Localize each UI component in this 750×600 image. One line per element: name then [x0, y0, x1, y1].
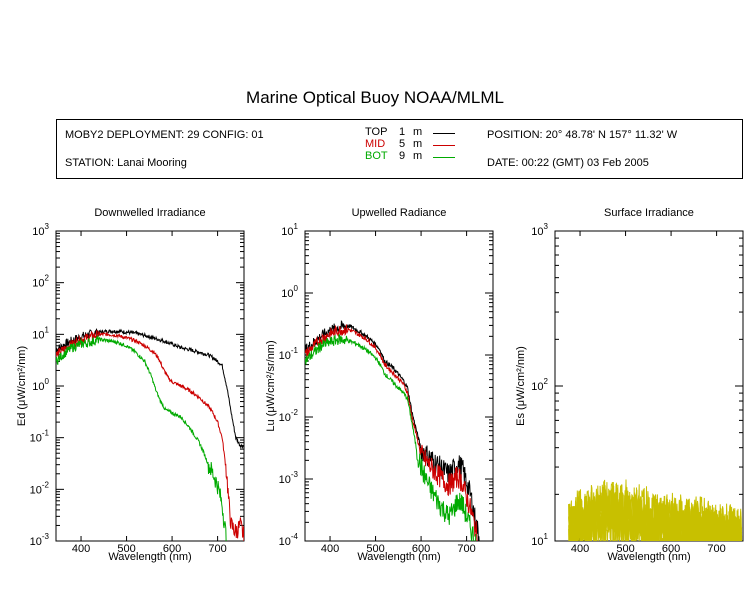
x-tick-label: 600 [662, 543, 680, 555]
x-tick-label: 500 [366, 543, 384, 555]
station-label: STATION: Lanai Mooring [65, 157, 187, 169]
chart-title: Surface Irradiance [604, 207, 694, 219]
y-axis-label: Es (μW/cm²/nm) [515, 346, 527, 426]
x-axis-label: Wavelength (nm) [357, 551, 440, 563]
y-tick-label: 101 [32, 325, 49, 341]
series-line-top [56, 328, 244, 450]
legend-mid-line [433, 145, 455, 146]
x-tick-label: 500 [117, 543, 135, 555]
chart-title: Downwelled Irradiance [94, 207, 205, 219]
y-tick-label: 10-1 [30, 429, 50, 445]
y-tick-label: 103 [531, 222, 548, 238]
y-tick-label: 10-3 [30, 532, 50, 548]
series-line-top [305, 320, 480, 541]
series-line-mid [305, 324, 478, 541]
y-axis-label: Ed (μW/cm²/nm) [16, 346, 28, 426]
y-tick-label: 100 [281, 284, 298, 300]
x-axis-label: Wavelength (nm) [607, 551, 690, 563]
legend-bot-depth: 9 [399, 150, 406, 162]
series-line-mid [56, 329, 244, 541]
legend-bot-unit: m [413, 150, 423, 162]
x-tick-label: 700 [707, 543, 725, 555]
chart-panel-0: Downwelled Irradiance Wavelength (nm) Ed (… [16, 207, 245, 563]
x-tick-label: 700 [208, 543, 226, 555]
deployment-label: MOBY2 DEPLOYMENT: 29 CONFIG: 01 [65, 129, 264, 141]
x-tick-label: 600 [412, 543, 430, 555]
x-tick-label: 500 [616, 543, 634, 555]
legend-mid-unit: m [413, 138, 423, 150]
legend-top-name: TOP [365, 126, 388, 138]
legend-top-depth: 1 [399, 126, 406, 138]
x-tick-label: 600 [163, 543, 181, 555]
y-tick-label: 10-4 [279, 532, 299, 548]
y-tick-label: 10-1 [279, 346, 299, 362]
plot-frame [304, 230, 494, 542]
y-tick-label: 103 [32, 222, 49, 238]
x-tick-label: 700 [457, 543, 475, 555]
chart-title: Upwelled Radiance [352, 207, 447, 219]
y-tick-label: 102 [531, 377, 548, 393]
position-label: POSITION: 20° 48.78' N 157° 11.32' W [487, 129, 678, 141]
x-tick-label: 400 [321, 543, 339, 555]
legend-bot-line [433, 157, 455, 158]
page-title: Marine Optical Buoy NOAA/MLML [246, 88, 504, 107]
y-axis-label: Lu (μW/cm²/sr/nm) [265, 340, 277, 431]
plot-frame [55, 230, 245, 542]
series-line-bot [305, 333, 477, 541]
y-tick-label: 10-2 [279, 408, 299, 424]
x-axis-label: Wavelength (nm) [108, 551, 191, 563]
y-tick-label: 101 [531, 532, 548, 548]
date-label: DATE: 00:22 (GMT) 03 Feb 2005 [487, 157, 649, 169]
y-tick-label: 10-2 [30, 480, 50, 496]
chart-panel-2: Surface Irradiance Wavelength (nm) Es (μW/… [515, 207, 744, 563]
plot-frame [554, 230, 744, 542]
x-tick-label: 400 [72, 543, 90, 555]
y-tick-label: 102 [32, 274, 49, 290]
info-box: MOBY2 DEPLOYMENT: 29 CONFIG: 01 STATION:… [56, 119, 743, 179]
legend-mid-depth: 5 [399, 138, 406, 150]
legend-bot-name: BOT [365, 150, 388, 162]
x-tick-label: 400 [571, 543, 589, 555]
chart-panel-1: Upwelled Radiance Wavelength (nm) Lu (μW/c… [265, 207, 494, 563]
legend-mid-name: MID [365, 138, 386, 150]
series-line-es-5 [568, 495, 743, 541]
legend-top-line [433, 133, 455, 134]
y-tick-label: 100 [32, 377, 49, 393]
series-line-bot [56, 335, 227, 541]
legend-top-unit: m [413, 126, 423, 138]
y-tick-label: 10-3 [279, 470, 299, 486]
y-tick-label: 101 [281, 222, 298, 238]
